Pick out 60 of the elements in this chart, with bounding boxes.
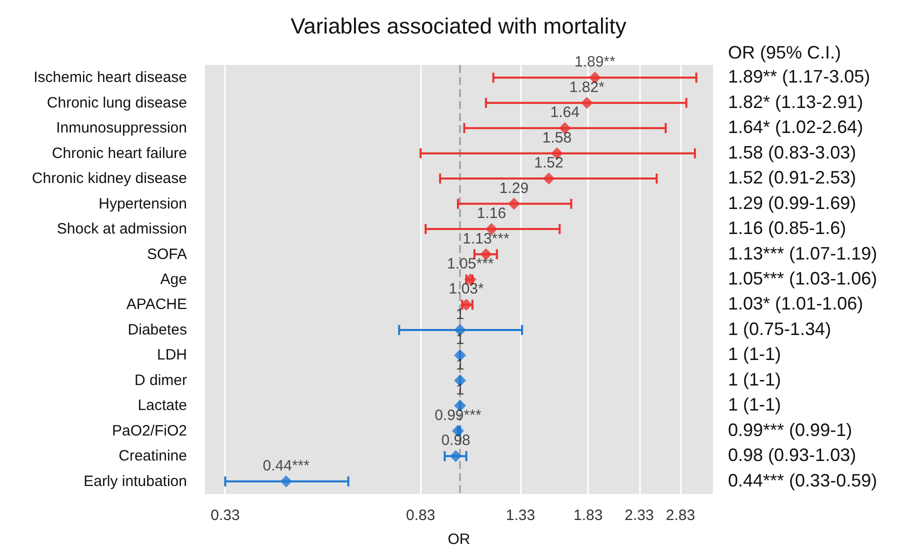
y-tick-label: Inmunosuppression [56, 120, 187, 137]
chart-title: Variables associated with mortality [290, 14, 626, 38]
text: 0.99*** (0.99-1) [728, 420, 852, 440]
x-tick-label: 1.83 [573, 507, 603, 524]
y-tick-label: Chronic lung disease [46, 94, 187, 112]
y-tick-label: Age [160, 271, 187, 288]
y-tick-label: Chronic kidney disease [32, 170, 187, 188]
data-label: 1 [456, 356, 464, 374]
text: 1 (1-1) [728, 394, 782, 415]
data-label: 1 [456, 306, 464, 323]
data-label: 0.99*** [434, 406, 482, 424]
text: 1.13*** (1.07-1.19) [728, 243, 878, 264]
text: 1.58 (0.83-3.03) [728, 142, 856, 162]
x-axis-title: OR [448, 531, 470, 548]
x-tick-label: 2.83 [666, 507, 696, 524]
text: 1 (0.75-1.34) [728, 318, 832, 339]
y-tick-label: Hypertension [98, 195, 187, 212]
text: 1.05*** (1.03-1.06) [728, 268, 878, 288]
text: 1.16 (0.85-1.6) [728, 218, 846, 238]
data-label: 1.82* [569, 78, 605, 96]
data-label: 1.16 [476, 205, 506, 222]
x-tick-label: 1.33 [506, 507, 536, 524]
text: 1 (1-1) [728, 344, 782, 364]
data-label: 1.29 [499, 180, 529, 197]
data-label: 1.03* [448, 280, 484, 298]
data-label: 1 [456, 382, 464, 399]
data-label: 1.64 [550, 104, 580, 122]
data-label: 1.52 [534, 154, 564, 172]
y-tick-label: Lactate [138, 397, 187, 414]
x-tick-label: 0.83 [406, 507, 436, 524]
x-tick-label: 2.33 [624, 507, 654, 524]
y-tick-label: Ischemic heart disease [34, 69, 187, 86]
data-label: 1.05*** [447, 256, 494, 272]
data-label: 0.44*** [262, 457, 310, 474]
data-label: 1 [456, 331, 464, 348]
y-tick-label: Creatinine [118, 448, 187, 465]
text: 0.44*** (0.33-0.59) [728, 470, 878, 490]
text: 1 (1-1) [728, 369, 782, 390]
data-label: 0.98 [441, 432, 470, 450]
text: 1.82* (1.13-2.91) [728, 92, 864, 112]
y-tick-label: Diabetes [128, 321, 187, 338]
text: 1.89** (1.17-3.05) [728, 66, 870, 87]
y-tick-label: D dimer [134, 372, 187, 389]
x-tick-label: 0.33 [210, 507, 240, 524]
text: 0.98 (0.93-1.03) [728, 445, 856, 466]
text: 1.64* (1.02-2.64) [728, 117, 864, 138]
text: 1.03* (1.01-1.06) [728, 294, 864, 314]
y-tick-label: APACHE [126, 296, 187, 314]
data-label: 1.13*** [462, 230, 510, 248]
data-label: 1.89** [574, 54, 616, 71]
text: 1.52 (0.91-2.53) [728, 168, 856, 188]
data-label: 1.58 [542, 129, 572, 146]
y-tick-label: LDH [156, 346, 187, 364]
y-tick-label: Early intubation [84, 472, 187, 490]
y-tick-label: PaO2/FiO2 [112, 422, 187, 440]
y-tick-label: Shock at admission [56, 220, 187, 238]
y-tick-label: Chronic heart failure [52, 144, 187, 162]
text: 1.29 (0.99-1.69) [728, 192, 856, 213]
y-tick-label: SOFA [146, 246, 187, 263]
text: OR (95% C.I.) [728, 42, 842, 63]
